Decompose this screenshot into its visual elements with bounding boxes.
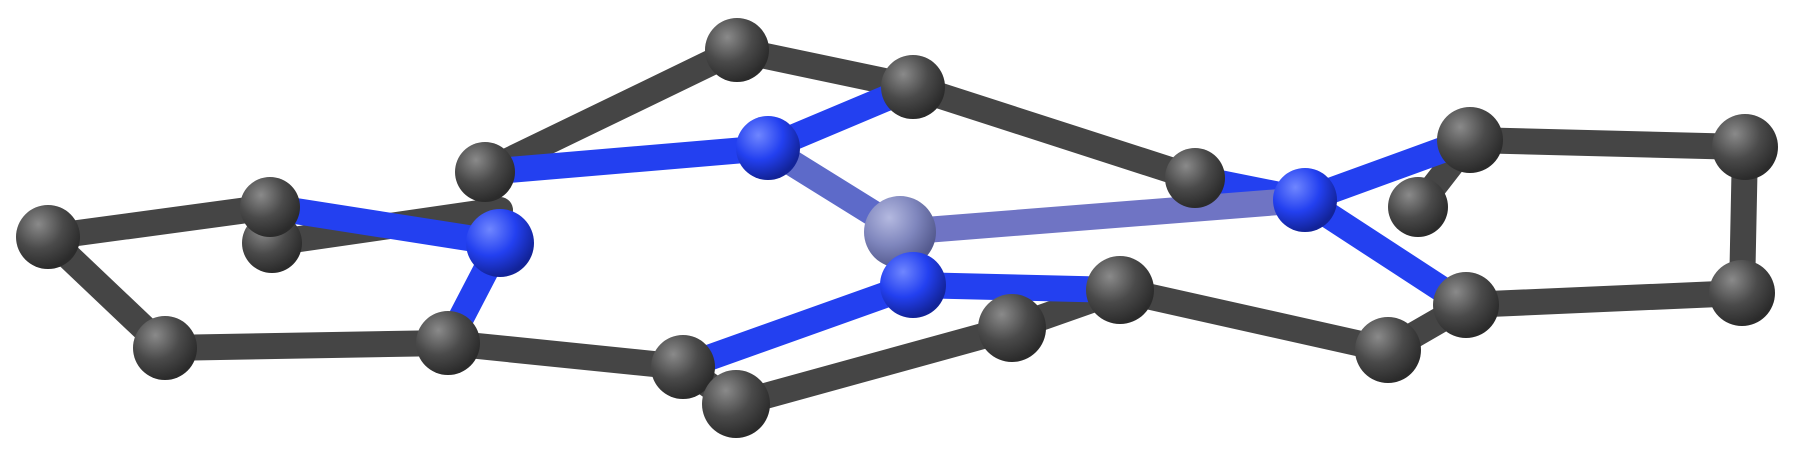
carbon-atom (651, 335, 715, 399)
bond-c-c (1457, 127, 1758, 160)
bond-c-c (900, 74, 1208, 191)
carbon-atom (133, 316, 197, 380)
bond-c-c (152, 330, 461, 361)
carbon-atom (1086, 256, 1154, 324)
metal-atom (864, 196, 936, 268)
carbon-atom (1388, 177, 1448, 237)
bond-c-c (472, 37, 750, 185)
carbon-atom (455, 142, 515, 202)
bond-c-c (35, 194, 283, 250)
carbon-atom (702, 370, 770, 438)
bond-c-n (670, 272, 926, 380)
bond-c-n (472, 135, 781, 185)
bond-c-c (723, 315, 1025, 417)
nitrogen-atom (466, 209, 534, 277)
carbon-atom (978, 294, 1046, 362)
carbon-atom (1712, 114, 1778, 180)
carbon-atom (705, 18, 769, 82)
carbon-atom (16, 205, 80, 269)
bond-n-metal (887, 187, 1318, 245)
atom-layer (16, 18, 1778, 438)
carbon-atom (1433, 272, 1499, 338)
carbon-atom (1709, 260, 1775, 326)
carbon-atom (240, 177, 300, 237)
carbon-atom (1165, 148, 1225, 208)
carbon-atom (881, 55, 945, 119)
carbon-atom (416, 311, 480, 375)
carbon-atom (1355, 317, 1421, 383)
nitrogen-atom (736, 116, 800, 180)
carbon-atom (1437, 107, 1503, 173)
bond-c-n (900, 272, 1133, 303)
bond-c-n (257, 194, 513, 256)
nitrogen-atom (1273, 168, 1337, 232)
bond-c-c (435, 330, 696, 380)
bond-c-c (1453, 280, 1755, 318)
nitrogen-atom (880, 252, 946, 318)
bond-c-c (1107, 277, 1401, 363)
